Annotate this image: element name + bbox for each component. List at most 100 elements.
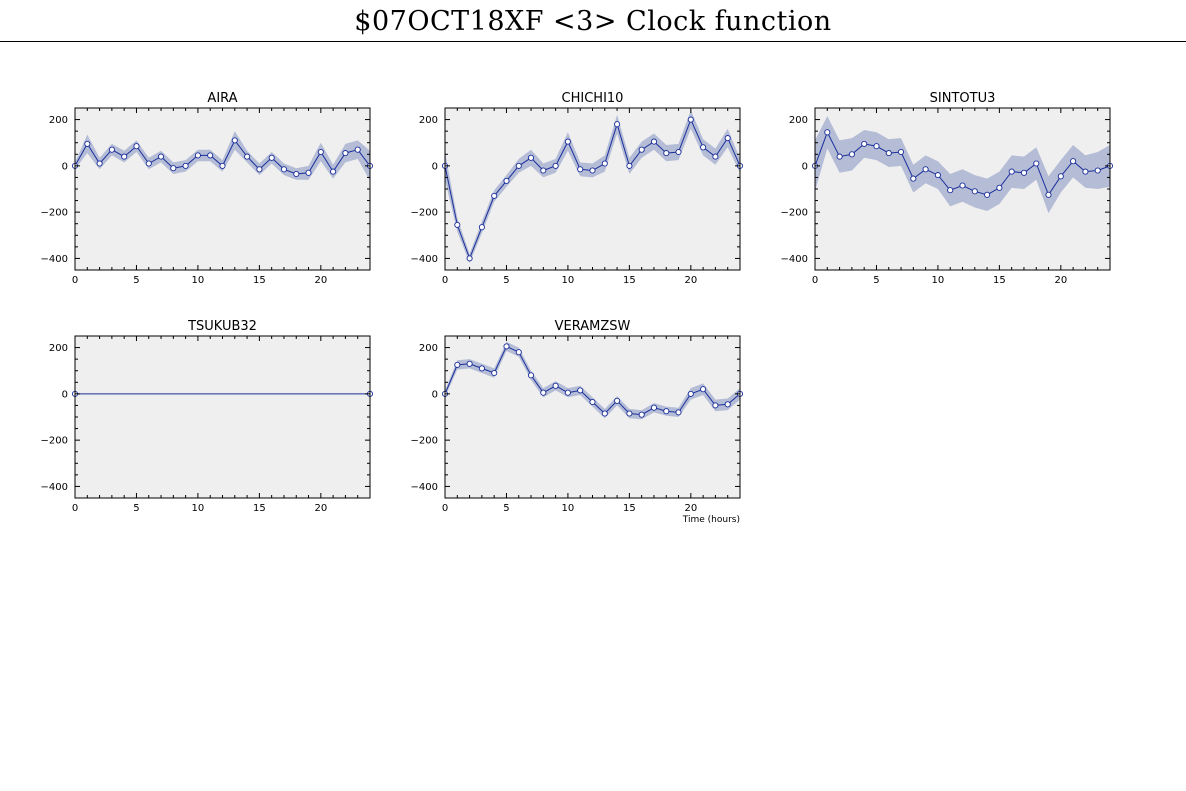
- data-point: [996, 184, 1003, 191]
- data-point: [577, 166, 584, 173]
- data-point: [244, 153, 251, 160]
- data-point: [675, 409, 682, 416]
- data-point: [170, 165, 177, 172]
- x-tick-label: 5: [503, 503, 509, 514]
- data-point: [305, 169, 312, 176]
- x-tick-label: 10: [192, 503, 205, 514]
- data-point: [231, 137, 238, 144]
- y-tick-label: −200: [411, 208, 438, 219]
- data-point: [1070, 158, 1077, 165]
- data-point: [219, 162, 226, 169]
- title-rule: [0, 41, 1186, 42]
- data-point: [712, 402, 719, 409]
- y-tick-label: −400: [41, 482, 68, 493]
- data-point: [1008, 168, 1015, 175]
- x-axis-label: Time (hours): [682, 515, 740, 525]
- data-point: [1094, 167, 1101, 174]
- data-point: [650, 138, 658, 145]
- chart-panel-veramzsw: 0 5 10 15 20 200 0 −200 −400 VERAMZSW Time (hours): [411, 319, 744, 525]
- x-tick-label: 20: [314, 503, 327, 514]
- y-tick-label: 0: [62, 161, 68, 172]
- data-point: [466, 360, 473, 367]
- data-point: [256, 166, 263, 173]
- data-point: [1020, 169, 1028, 176]
- data-point: [589, 167, 596, 174]
- data-point: [564, 138, 571, 145]
- data-point: [84, 140, 91, 147]
- data-point: [687, 390, 694, 397]
- data-point: [145, 160, 152, 167]
- data-point: [1057, 173, 1064, 180]
- chart-panel-aira: 0 5 10 15 20 200 0 −200 −400 AIRA: [41, 91, 374, 286]
- x-tick-label: 0: [442, 275, 448, 286]
- data-point: [503, 177, 510, 184]
- data-point: [454, 361, 461, 368]
- data-point: [724, 135, 731, 142]
- y-tick-label: −400: [411, 254, 438, 265]
- y-tick-label: −200: [41, 208, 68, 219]
- x-tick-label: 0: [812, 275, 818, 286]
- y-tick-label: 200: [49, 343, 68, 354]
- x-tick-label: 20: [1054, 275, 1067, 286]
- data-point: [342, 150, 349, 157]
- data-point: [589, 398, 596, 406]
- y-tick-label: 0: [802, 161, 808, 172]
- y-tick-label: 0: [432, 161, 438, 172]
- data-point: [984, 191, 991, 198]
- data-point: [861, 140, 868, 147]
- data-point: [687, 116, 694, 123]
- y-tick-label: 200: [419, 343, 438, 354]
- chart-title: CHICHI10: [562, 91, 624, 106]
- y-tick-label: 0: [62, 389, 68, 400]
- data-point: [268, 154, 275, 161]
- data-point: [910, 175, 917, 182]
- data-point: [700, 144, 707, 151]
- plot-background: [445, 108, 740, 270]
- x-tick-label: 20: [314, 275, 327, 286]
- x-tick-label: 10: [562, 503, 575, 514]
- data-point: [601, 410, 608, 417]
- data-point: [293, 170, 300, 178]
- data-point: [663, 408, 670, 415]
- chart-title: SINTOTU3: [930, 91, 996, 106]
- data-point: [330, 168, 337, 175]
- data-point: [577, 387, 584, 394]
- chart-title: VERAMZSW: [555, 319, 631, 334]
- data-point: [614, 121, 621, 128]
- data-point: [1082, 168, 1089, 175]
- data-point: [638, 146, 645, 153]
- error-band: [445, 110, 740, 264]
- data-point: [614, 397, 621, 404]
- x-tick-label: 0: [72, 503, 78, 514]
- x-tick-label: 5: [133, 275, 139, 286]
- data-point: [540, 167, 547, 174]
- error-band: [815, 116, 1110, 214]
- data-point: [182, 162, 189, 169]
- data-point: [971, 188, 978, 195]
- data-point: [922, 166, 929, 173]
- data-point: [552, 382, 559, 389]
- x-tick-label: 5: [133, 503, 139, 514]
- data-point: [133, 143, 140, 150]
- data-point: [1045, 191, 1052, 198]
- data-point: [478, 365, 485, 372]
- data-point: [824, 129, 831, 136]
- error-band: [75, 131, 370, 181]
- data-point: [959, 182, 966, 189]
- data-point: [675, 148, 682, 156]
- plot-background: [445, 336, 740, 498]
- y-tick-label: 0: [432, 389, 438, 400]
- data-point: [454, 221, 461, 228]
- data-point: [1033, 160, 1040, 167]
- chart-title: AIRA: [207, 91, 237, 106]
- chart-title: TSUKUB32: [187, 319, 257, 334]
- data-point: [700, 386, 707, 393]
- y-tick-label: −200: [781, 208, 808, 219]
- data-point: [121, 153, 128, 160]
- data-point: [724, 401, 731, 408]
- data-point: [650, 404, 658, 411]
- data-point: [836, 153, 843, 160]
- data-point: [491, 369, 498, 377]
- data-point: [663, 150, 670, 157]
